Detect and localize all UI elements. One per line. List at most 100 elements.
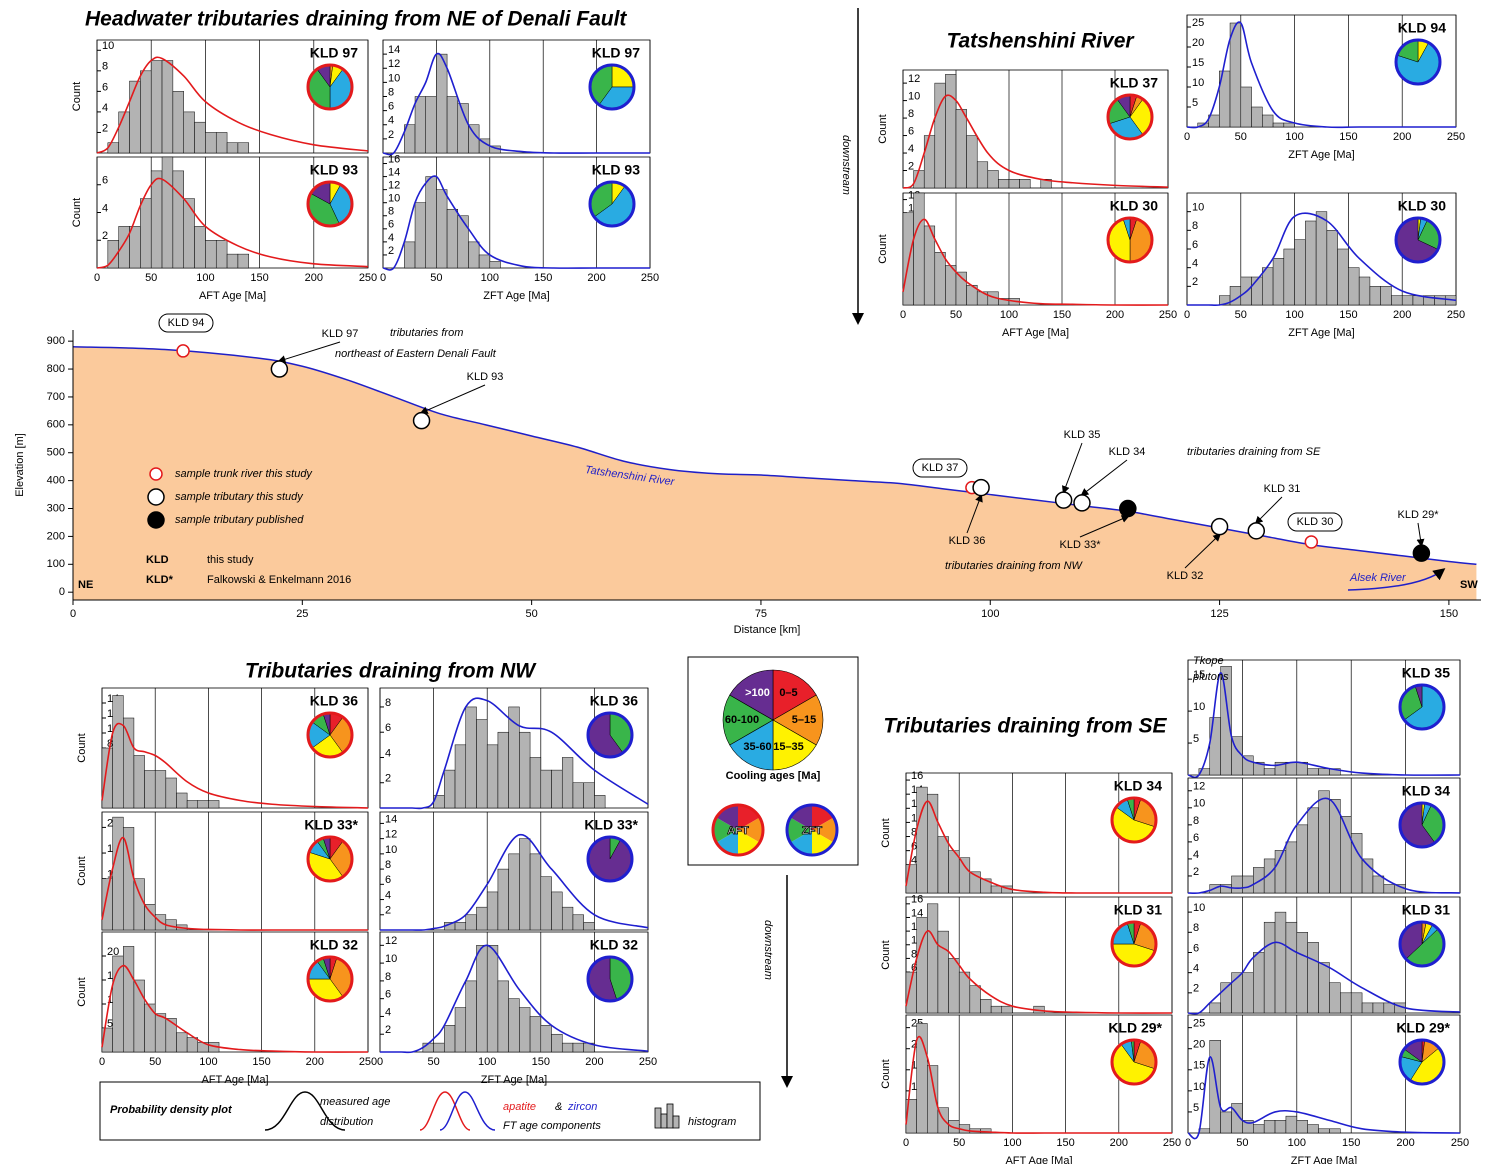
y-tick-label: 6 [388, 101, 394, 113]
histogram-bar [552, 1034, 563, 1052]
x-tick-label: 200 [587, 272, 605, 284]
histogram-bar [988, 171, 999, 188]
panel-label: KLD 32 [310, 937, 358, 953]
histogram-bar [447, 209, 458, 268]
histogram-bar [998, 179, 1009, 188]
histogram-bar [519, 732, 530, 808]
histogram-bar [1262, 115, 1273, 127]
histogram-bar [145, 771, 156, 809]
pie-key-label: 15–35 [773, 741, 804, 753]
x-axis-label: ZFT Age [Ma] [1288, 149, 1354, 161]
y-tick-label: 4 [1193, 849, 1199, 861]
y-tick-label: 100 [47, 558, 65, 570]
histogram-bar [227, 254, 238, 268]
histogram-bar [970, 986, 981, 1013]
x-tick-label: 200 [585, 1056, 603, 1068]
downstream-label: downstream [762, 920, 774, 980]
x-tick-label: 100 [1000, 309, 1018, 321]
pie-key-label: 5–15 [792, 714, 816, 726]
histogram-bar [949, 851, 960, 893]
y-tick-label: 4 [388, 232, 394, 244]
x-tick-label: 150 [1056, 1137, 1074, 1149]
x-tick-label: 200 [1396, 1137, 1414, 1149]
histogram-bar [1308, 942, 1319, 1013]
histogram-bar [1286, 1116, 1297, 1133]
x-axis-label: AFT Age [Ma] [201, 1074, 268, 1086]
panel-label: KLD 94 [1398, 20, 1446, 36]
panel-label: KLD 97 [592, 45, 640, 61]
panel-label: KLD 93 [310, 162, 358, 178]
panel-label: KLD 93 [592, 162, 640, 178]
histogram-bar [466, 707, 477, 808]
histogram-bar [1297, 825, 1308, 893]
x-tick-label: 50 [1235, 309, 1247, 321]
histogram-bar [102, 748, 113, 808]
x-tick-label: 50 [1235, 131, 1247, 143]
y-tick-label: 12 [388, 58, 400, 70]
x-tick-label: 50 [427, 1056, 439, 1068]
histogram-bar [991, 886, 1002, 893]
histogram-bar [1284, 249, 1295, 305]
y-axis-label: Count [76, 856, 88, 885]
histogram-bar [134, 879, 145, 930]
leader [1082, 460, 1127, 495]
histogram-bar [1319, 1129, 1330, 1133]
histogram-bar [1329, 799, 1340, 893]
x-axis-label: ZFT Age [Ma] [483, 290, 549, 302]
y-tick-label: 8 [1193, 922, 1199, 934]
histogram-bar [434, 1043, 445, 1052]
y-tick-label: 6 [102, 175, 108, 187]
figure: Headwater tributaries draining from NE o… [0, 0, 1494, 1164]
y-tick-label: 10 [1193, 701, 1205, 713]
x-tick-label: 75 [755, 608, 767, 620]
histogram-bar [205, 240, 216, 268]
histogram-bar [176, 1033, 187, 1052]
histogram-bar [573, 915, 584, 930]
y-tick-label: 14 [388, 166, 400, 178]
y-tick-label: 2 [1193, 866, 1199, 878]
pie-key-label: >100 [745, 687, 770, 699]
x-tick-label: 50 [1236, 1137, 1248, 1149]
legend-text: KLD* [146, 574, 174, 586]
histogram-bar [1264, 922, 1275, 1013]
y-tick-label: 200 [47, 530, 65, 542]
x-tick-label: 250 [359, 272, 377, 284]
panel-label: KLD 36 [310, 693, 358, 709]
histogram-bar [552, 770, 563, 808]
y-tick-label: 600 [47, 419, 65, 431]
histogram-bar [476, 720, 487, 808]
histogram-bar [1286, 842, 1297, 893]
histogram-bar [927, 904, 938, 1013]
sample-label: KLD 35 [1064, 429, 1101, 441]
y-tick-label: 2 [388, 129, 394, 141]
section-title: Headwater tributaries draining from NE o… [85, 8, 627, 31]
histogram-bar [476, 945, 487, 1052]
legend-text: & [555, 1101, 562, 1113]
legend-text: Probability density plot [110, 1104, 233, 1116]
histogram-bar [1210, 1040, 1221, 1133]
panel-label: KLD 32 [590, 937, 638, 953]
y-tick-label: 2 [1192, 276, 1198, 288]
histogram-bar [487, 945, 498, 1052]
x-tick-label: 0 [99, 1056, 105, 1068]
legend-text: apatite [503, 1101, 536, 1113]
histogram-bar [924, 136, 935, 188]
y-tick-label: 6 [385, 989, 391, 1001]
x-axis-label: AFT Age [Ma] [199, 290, 266, 302]
panel-label: KLD 97 [310, 45, 358, 61]
histogram-bar [949, 958, 960, 1013]
y-tick-label: 8 [388, 206, 394, 218]
y-tick-label: 10 [385, 953, 397, 965]
histogram-bar [1253, 952, 1264, 1013]
y-tick-label: 10 [388, 72, 400, 84]
histogram-bar [562, 1043, 573, 1052]
sample-label: KLD 93 [467, 371, 504, 383]
y-tick-label: 12 [388, 180, 400, 192]
x-tick-label: 100 [478, 1056, 496, 1068]
y-axis-label: Count [76, 977, 88, 1006]
x-tick-label: 50 [953, 1137, 965, 1149]
histogram-bar [938, 837, 949, 893]
x-tick-label: 150 [1342, 1137, 1360, 1149]
histogram-bar [1305, 221, 1316, 305]
y-tick-label: 6 [385, 722, 391, 734]
